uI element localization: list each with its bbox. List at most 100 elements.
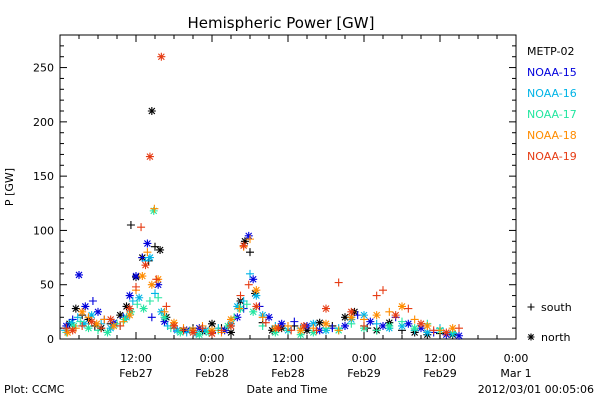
x-tick-date-label: Feb28: [271, 367, 304, 380]
x-tick-date-label: Feb28: [195, 367, 228, 380]
north-marker: [92, 319, 101, 328]
north-marker: [65, 319, 74, 328]
south-marker: [246, 269, 254, 278]
legend-entry-noaa-19: NOAA-19: [527, 150, 577, 163]
south-marker: [334, 278, 343, 287]
north-marker: [385, 321, 394, 330]
north-marker: [249, 275, 258, 284]
south-marker: [151, 242, 159, 251]
series-noaa-17: [62, 206, 457, 339]
data-markers: [61, 52, 463, 340]
north-marker: [141, 261, 150, 270]
south-marker: [152, 275, 161, 284]
north-marker: [132, 272, 140, 281]
north-marker: [239, 241, 248, 250]
south-marker: [73, 313, 82, 322]
north-marker: [135, 293, 144, 302]
north-marker: [139, 304, 148, 313]
north-marker: [268, 326, 277, 335]
north-marker: [69, 321, 78, 330]
north-marker: [423, 328, 432, 337]
north-marker: [154, 280, 163, 289]
south-marker: [128, 297, 137, 305]
north-marker: [274, 324, 283, 333]
legend-entry-noaa-17: NOAA-17: [527, 108, 577, 121]
north-marker: [87, 317, 96, 326]
plot-credit: Plot: CCMC: [4, 383, 65, 396]
north-marker: [455, 331, 463, 340]
north-marker: [347, 313, 356, 322]
north-marker: [145, 152, 154, 161]
south-marker: [429, 326, 438, 335]
south-marker: [97, 324, 106, 333]
north-marker: [84, 324, 93, 333]
x-tick-date-label: Feb29: [347, 367, 380, 380]
legend-entry-noaa-18: NOAA-18: [527, 129, 577, 142]
south-marker: [162, 302, 171, 311]
south-marker: [179, 326, 188, 335]
north-marker-symbol: [527, 333, 535, 341]
north-marker: [404, 319, 413, 328]
north-marker: [398, 302, 406, 311]
y-tick-label: 150: [33, 170, 54, 183]
south-marker: [147, 313, 156, 322]
north-marker: [251, 289, 260, 298]
north-marker: [398, 321, 406, 330]
north-marker: [249, 307, 258, 316]
marker-legend-south: south: [541, 301, 572, 314]
north-marker: [379, 321, 387, 330]
north-marker: [109, 321, 118, 330]
north-marker: [63, 328, 72, 337]
south-marker: [126, 221, 135, 229]
south-marker: [242, 300, 251, 309]
south-marker: [261, 318, 270, 327]
series-noaa-19: [62, 52, 463, 338]
north-marker: [227, 315, 235, 324]
north-marker: [71, 304, 80, 313]
north-marker: [145, 253, 154, 262]
x-tick-date-label: Feb27: [119, 367, 152, 380]
south-marker: [312, 326, 321, 335]
south-marker: [119, 317, 128, 326]
south-marker: [385, 307, 394, 316]
south-marker: [404, 304, 413, 313]
south-marker: [246, 235, 254, 244]
north-marker: [125, 311, 134, 320]
north-marker: [94, 307, 102, 316]
south-marker: [137, 223, 146, 232]
north-marker: [208, 319, 216, 328]
north-marker: [322, 304, 330, 313]
south-marker: [160, 307, 169, 316]
north-marker: [252, 291, 261, 300]
north-marker: [75, 270, 83, 279]
north-marker: [68, 326, 77, 335]
x-tick-time-label: 12:00: [424, 352, 456, 365]
south-marker: [410, 315, 419, 324]
north-marker: [160, 317, 169, 326]
south-marker: [84, 313, 93, 322]
y-tick-label: 200: [33, 116, 54, 129]
south-marker: [284, 321, 292, 330]
south-marker: [372, 326, 381, 335]
north-marker: [277, 319, 286, 328]
south-marker: [287, 326, 296, 335]
north-marker: [176, 328, 185, 337]
south-marker: [290, 317, 299, 326]
x-axis-label: Date and Time: [247, 383, 328, 396]
north-marker: [106, 324, 115, 333]
south-marker: [360, 321, 368, 330]
north-marker: [160, 313, 169, 322]
y-tick-label: 100: [33, 224, 54, 237]
north-marker: [417, 319, 425, 328]
south-marker: [133, 300, 142, 309]
south-marker: [78, 321, 87, 330]
plot-timestamp: 2012/03/01 00:05:06: [478, 383, 594, 396]
south-marker: [62, 324, 71, 333]
north-marker: [309, 319, 318, 328]
plot-frame: [59, 34, 517, 340]
north-marker: [271, 328, 280, 337]
south-marker: [116, 321, 125, 330]
x-tick-date-label: Mar 1: [500, 367, 531, 380]
y-axis-label: P [GW]: [3, 168, 16, 206]
